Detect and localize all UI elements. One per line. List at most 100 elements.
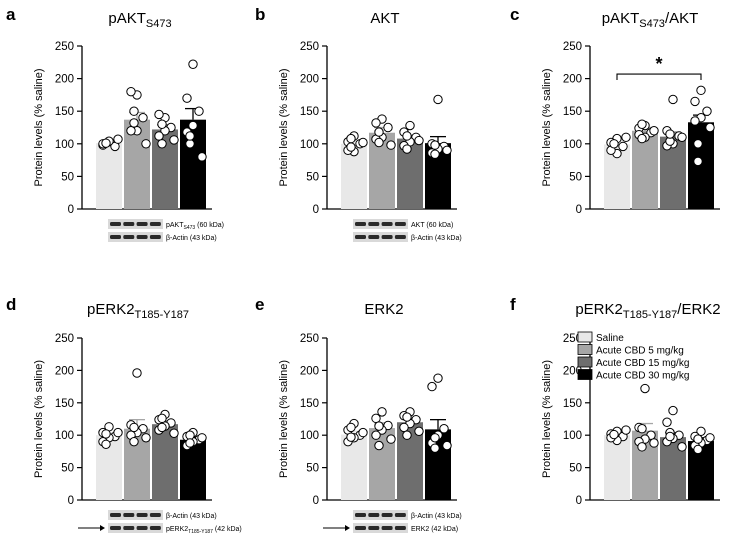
data-point	[374, 127, 384, 137]
data-point	[157, 413, 167, 424]
data-point	[374, 421, 384, 431]
blot-strip: pERK2T185-Y187 (42 kDa)	[78, 523, 242, 534]
blot-band	[368, 235, 380, 239]
data-point	[427, 381, 437, 392]
blot-label: β-Actin (43 kDa)	[166, 513, 217, 520]
blot-band	[149, 222, 161, 226]
data-point	[197, 152, 207, 162]
blot-background	[108, 232, 163, 242]
chart-title-suffix: /ERK2	[677, 301, 720, 318]
data-point	[690, 96, 700, 107]
data-point	[132, 368, 142, 378]
chart-panel-b: b AKT Protein levels (% saline) 0 50 100 150 20…	[255, 5, 462, 242]
data-point	[693, 156, 703, 167]
data-point	[129, 106, 139, 116]
data-point	[442, 440, 452, 451]
y-tick-label: 250	[563, 333, 582, 345]
blot-strip: pAKTS473 (60 kDa)	[108, 219, 224, 231]
data-point	[433, 373, 443, 383]
data-point	[414, 426, 424, 437]
blot-label-main: ERK2 (42 kDa)	[411, 526, 458, 533]
blot-strip: β-Actin (43 kDa)	[108, 510, 217, 520]
bar	[180, 439, 206, 500]
blot-background	[108, 219, 163, 229]
blot-band	[381, 513, 393, 517]
blot-label: β-Actin (43 kDa)	[411, 513, 462, 520]
blot-band	[123, 526, 135, 530]
data-point	[157, 422, 167, 433]
data-point	[157, 119, 167, 129]
y-tick-label: 200	[563, 365, 582, 377]
data-point	[377, 407, 387, 417]
data-point	[113, 134, 123, 144]
data-point	[621, 132, 631, 142]
data-point	[402, 412, 412, 422]
legend-label: Saline	[596, 333, 624, 344]
y-tick-label: 50	[306, 463, 319, 475]
y-tick-label: 150	[563, 106, 582, 118]
data-point	[665, 431, 675, 442]
y-tick-label: 200	[55, 74, 74, 86]
y-tick-label: 200	[563, 74, 582, 86]
data-point	[649, 438, 659, 448]
blot-band	[123, 222, 135, 226]
data-point	[430, 433, 440, 443]
chart-panel-e: e ERK2 Protein levels (% saline) 0 50 100 150 2…	[255, 295, 462, 533]
data-point	[194, 106, 204, 116]
data-point	[439, 424, 449, 434]
blot-band	[110, 222, 121, 226]
y-axis-label: Protein levels (% saline)	[541, 69, 553, 187]
data-point	[374, 440, 384, 451]
data-point	[618, 141, 628, 152]
blot-label: pAKTS473 (60 kDa)	[166, 222, 224, 231]
data-point	[702, 106, 712, 116]
data-point	[101, 429, 111, 439]
blot-band	[355, 222, 366, 226]
y-axis-label: Protein levels (% saline)	[33, 360, 45, 478]
data-point	[141, 139, 151, 149]
y-tick-label: 50	[306, 171, 319, 183]
blot-band	[123, 513, 135, 517]
legend-label: Acute CBD 15 mg/kg	[596, 358, 689, 369]
blot-band	[149, 235, 161, 239]
blot-band	[110, 513, 121, 517]
y-tick-label: 200	[300, 365, 319, 377]
blot-band	[355, 235, 366, 239]
y-tick-label: 250	[300, 333, 319, 345]
blot-band	[355, 526, 366, 530]
data-point	[668, 94, 678, 105]
blot-label-main: β-Actin (43 kDa)	[411, 513, 462, 520]
panel-letter: a	[6, 5, 16, 24]
blot-band	[368, 513, 380, 517]
chart-title-main: pAKT	[108, 10, 146, 27]
blot-strip: β-Actin (43 kDa)	[108, 232, 217, 242]
data-point	[169, 135, 179, 145]
data-point	[371, 430, 381, 440]
y-tick-label: 50	[61, 463, 74, 475]
data-point	[693, 444, 703, 455]
data-point	[346, 422, 356, 433]
y-tick-label: 50	[569, 463, 582, 475]
y-tick-label: 150	[300, 398, 319, 410]
data-point	[113, 427, 123, 438]
data-point	[126, 126, 136, 136]
data-point	[141, 433, 151, 443]
y-tick-label: 250	[300, 41, 319, 53]
chart-title-main: pAKT	[602, 10, 640, 27]
blot-background	[353, 219, 408, 229]
y-tick-label: 150	[55, 398, 74, 410]
y-tick-label: 0	[313, 204, 319, 216]
blot-strip: ERK2 (42 kDa)	[323, 523, 458, 533]
blot-background	[108, 510, 163, 520]
y-tick-label: 100	[55, 430, 74, 442]
blot-band	[381, 526, 393, 530]
blot-background	[353, 232, 408, 242]
data-point	[402, 430, 412, 440]
data-point	[399, 422, 409, 433]
y-tick-label: 250	[55, 41, 74, 53]
data-point	[126, 86, 136, 97]
blot-band	[355, 513, 366, 517]
